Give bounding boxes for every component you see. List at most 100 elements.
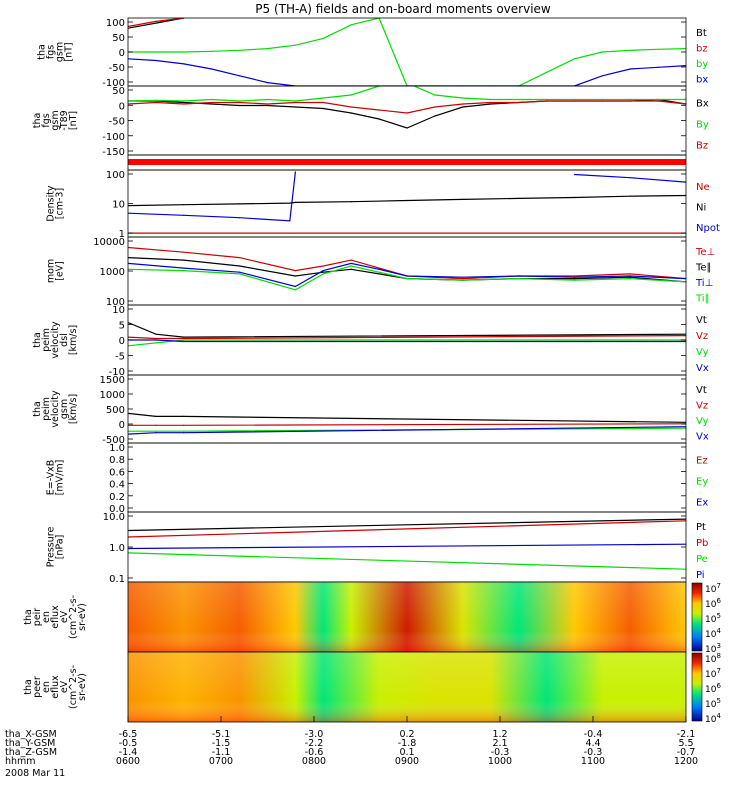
y-tick-label: 0.4 — [109, 480, 125, 491]
y-tick-label: 1500 — [100, 375, 125, 386]
y-axis-label: thapeirenefluxeV(cm^2-s-sr-eV) — [23, 595, 88, 639]
data-point — [490, 103, 492, 105]
data-point — [183, 259, 185, 261]
legend-label-Te∥: Te∥ — [695, 262, 712, 273]
data-point — [294, 275, 296, 277]
legend-label-Bt: Bt — [696, 28, 707, 39]
y-axis-label-line: gsm — [55, 42, 66, 62]
data-point — [545, 100, 548, 102]
series-line-Vz — [128, 423, 686, 426]
x-row-value: -3.0 — [305, 729, 324, 740]
data-point — [462, 276, 464, 278]
x-axis-annotation: tha_X-GSM -6.5 -5.1 -3.0 0.2 1.2 -0.4 -2.1 tha_Y… — [5, 716, 698, 779]
y-axis-label-line: sr-eV) — [77, 673, 88, 701]
data-point — [183, 103, 185, 105]
data-point — [518, 275, 520, 277]
data-point — [289, 232, 291, 234]
data-point — [289, 220, 291, 222]
data-point — [462, 97, 464, 99]
y-tick-label: 0 — [119, 336, 125, 347]
legend-label-Npot: Npot — [696, 223, 720, 234]
data-point — [239, 100, 241, 102]
y-tick-label: 100 — [106, 170, 125, 181]
y-axis-label-line: [nT] — [64, 42, 75, 61]
data-point — [183, 251, 185, 253]
data-point — [350, 259, 352, 261]
data-point — [601, 75, 603, 77]
data-point — [657, 48, 659, 50]
y-axis-label-line: tha — [32, 401, 43, 417]
y-axis-label: Pressure[nPa] — [46, 527, 66, 568]
series-line-Pi — [128, 543, 686, 550]
x-row-value: 0700 — [209, 756, 233, 767]
series-group — [128, 18, 686, 86]
data-point — [183, 340, 185, 343]
y-axis-label: thafgsgsm[nT] — [37, 42, 75, 62]
legend-label-Ez: Ez — [696, 456, 708, 467]
data-point — [294, 171, 296, 173]
series-line-bz — [128, 18, 184, 28]
data-point — [462, 232, 464, 234]
data-point — [350, 268, 352, 270]
data-point — [266, 103, 269, 105]
heatmap-shade — [128, 582, 686, 652]
y-axis-label-line: Pressure — [46, 527, 57, 568]
y-axis-label-line: (cm^2-s- — [68, 665, 79, 709]
data-point — [322, 265, 324, 267]
data-point — [183, 232, 185, 234]
x-row-label: tha_Z-GSM — [5, 747, 57, 758]
data-point — [406, 232, 408, 234]
series-line-Ni — [128, 194, 686, 207]
y-axis-label-line: fgs — [46, 45, 57, 59]
data-point — [629, 277, 631, 280]
y-axis-label-line: peim — [41, 397, 52, 421]
y-axis-label-line: eflux — [50, 675, 61, 699]
data-point — [211, 98, 213, 101]
data-point — [266, 98, 269, 101]
data-point — [155, 22, 157, 24]
legend-label-Vz: Vz — [696, 331, 708, 342]
series-line-Vy — [128, 339, 686, 347]
x-row-value: 0900 — [395, 756, 419, 767]
y-tick-label: 0.6 — [109, 467, 125, 478]
colorbar-tick-label: 104 — [705, 627, 721, 640]
panels: 100500-50-100thafgsgsm[nT]Btbzbybx500-50… — [23, 17, 721, 725]
panel-frame — [127, 236, 687, 306]
y-tick-label: 0 — [119, 48, 125, 59]
y-axis-label-line: [km/s] — [68, 325, 79, 355]
series-group — [128, 171, 686, 234]
data-point — [518, 232, 520, 234]
data-point — [629, 98, 631, 101]
series-line-Pt — [128, 518, 686, 532]
panel-frame — [127, 511, 687, 583]
data-point — [434, 106, 436, 108]
data-point — [462, 106, 464, 108]
x-row-value: -0.7 — [677, 747, 696, 758]
data-point — [350, 265, 352, 267]
data-point — [155, 424, 157, 426]
y-tick-label: 1.0 — [109, 543, 125, 554]
x-date: 2008 Mar 11 — [5, 768, 65, 779]
x-row-label: tha_X-GSM — [5, 729, 57, 740]
y-tick-label: -50 — [109, 63, 125, 74]
data-point — [350, 262, 352, 265]
series-group — [128, 518, 686, 570]
colorbar-tick-label: 107 — [705, 667, 721, 680]
x-row-value: 1.2 — [492, 729, 507, 740]
data-point — [294, 289, 296, 291]
data-point — [155, 51, 157, 53]
data-point — [322, 270, 324, 272]
x-row-value: -1.8 — [398, 738, 417, 749]
y-axis-label: mom[eV] — [46, 259, 66, 283]
x-row-value: 5.5 — [678, 738, 693, 749]
data-point — [183, 100, 185, 102]
data-point — [155, 432, 157, 434]
data-point — [294, 270, 296, 272]
data-point — [266, 104, 269, 107]
series-group — [128, 86, 686, 129]
panel-7: 1.00.80.6 0.40.20.0 E=-VxB[mV/m] Ez Ey Ex — [46, 442, 708, 515]
data-point — [239, 271, 241, 273]
series-group — [128, 412, 686, 435]
y-axis-label-line: [km/s] — [68, 394, 79, 424]
x-row-value: 2.1 — [492, 738, 507, 749]
